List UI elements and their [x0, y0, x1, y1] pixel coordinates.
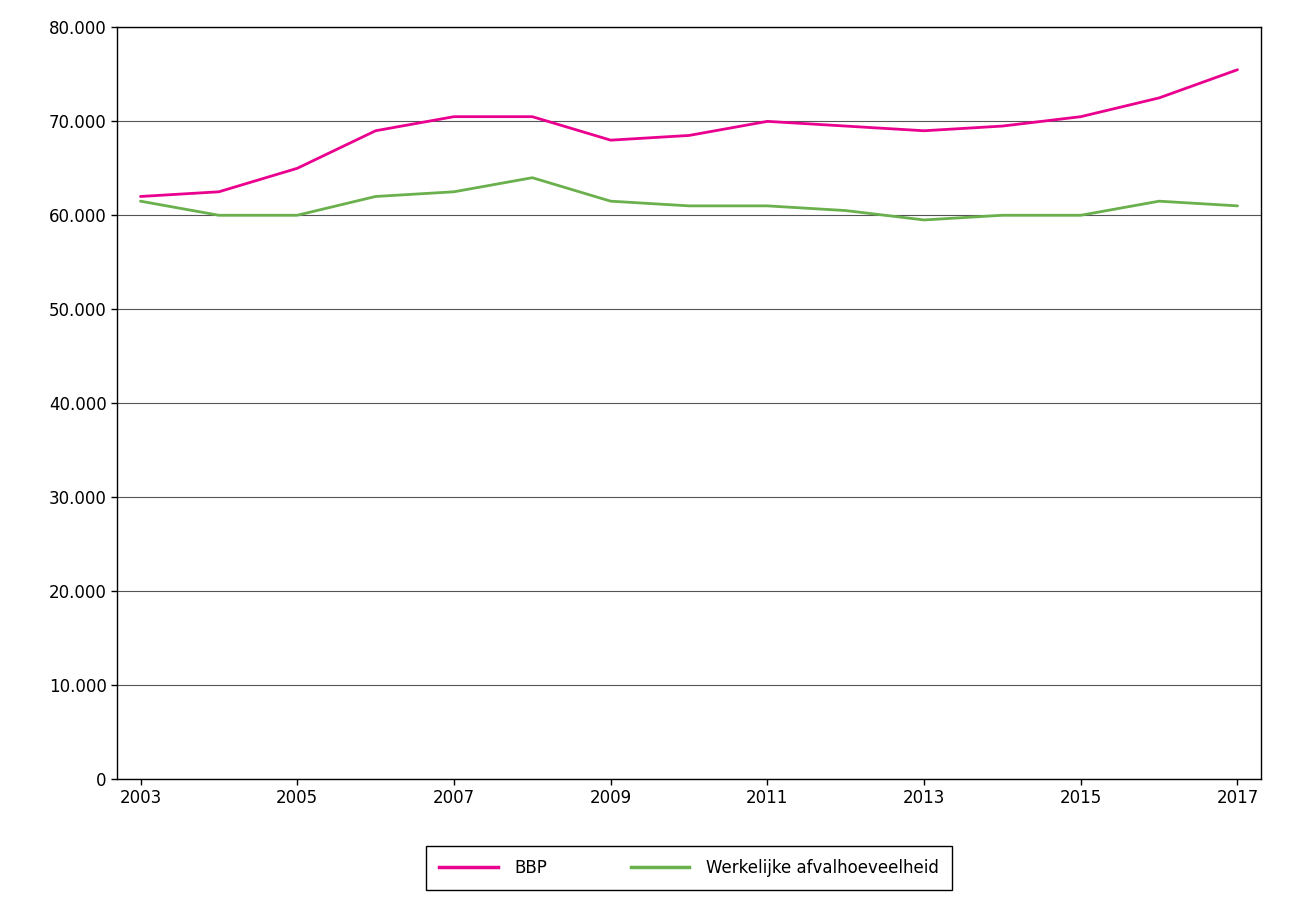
Legend: BBP, Werkelijke afvalhoeveelheid: BBP, Werkelijke afvalhoeveelheid [426, 845, 952, 890]
